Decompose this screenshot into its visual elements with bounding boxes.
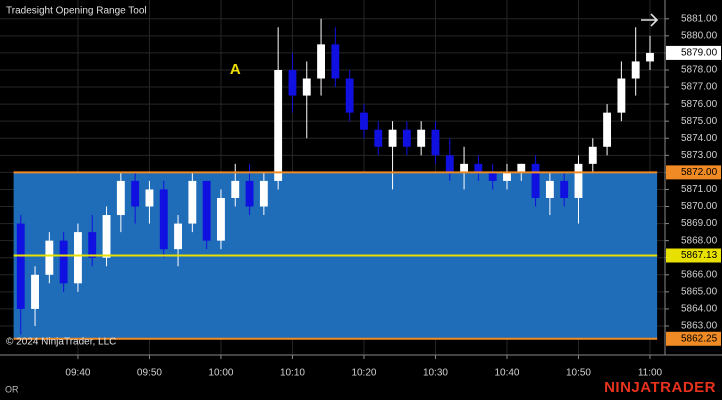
y-tick-label: 5864.00: [681, 304, 718, 315]
candle-body: [159, 189, 168, 250]
candle-body: [631, 61, 640, 79]
candle-body: [560, 180, 569, 198]
y-tick-label: 5866.00: [681, 269, 718, 280]
candle-body: [288, 69, 297, 96]
candle-body: [402, 129, 411, 147]
candle-body: [202, 180, 211, 241]
x-tick-label: 10:20: [351, 368, 376, 379]
annotation: A: [230, 61, 241, 78]
candle-body: [317, 44, 325, 79]
y-tick-label: 5871.00: [681, 184, 718, 195]
candle-body: [617, 78, 626, 113]
candle-body: [503, 172, 511, 181]
candle-body: [88, 232, 97, 258]
candle-body: [574, 163, 583, 198]
scroll-arrow-icon[interactable]: [641, 13, 659, 27]
candle-body: [245, 180, 254, 207]
price-marker-label: 5862.25: [681, 333, 718, 344]
footer-label: OR: [5, 384, 19, 394]
candle-body: [231, 180, 240, 198]
x-tick-label: 09:40: [65, 368, 90, 379]
chart-title: Tradesight Opening Range Tool: [6, 6, 147, 17]
candle-body: [545, 180, 554, 198]
candle-body: [460, 163, 469, 173]
candle-body: [188, 180, 197, 224]
candle-body: [331, 44, 340, 79]
candle-body: [45, 240, 54, 275]
x-tick-label: 10:10: [280, 368, 305, 379]
candle-body: [360, 112, 368, 130]
copyright: © 2024 NinjaTrader, LLC: [6, 337, 116, 348]
brand-logo: NINJATRADER: [604, 379, 716, 396]
candle-body: [74, 232, 82, 284]
y-tick-label: 5873.00: [681, 150, 718, 161]
x-tick-label: 09:50: [137, 368, 162, 379]
candle-body: [217, 197, 225, 241]
x-tick-label: 10:00: [208, 368, 233, 379]
candle-body: [603, 112, 612, 147]
candle-body: [445, 155, 454, 173]
candle-body: [102, 215, 111, 258]
x-tick-label: 11:00: [638, 368, 663, 379]
x-tick-label: 10:50: [566, 368, 591, 379]
candle-body: [259, 180, 268, 207]
y-tick-label: 5863.00: [681, 321, 718, 332]
y-tick-label: 5875.00: [681, 116, 718, 127]
y-tick-label: 5868.00: [681, 235, 718, 246]
y-tick-label: 5880.00: [681, 30, 718, 41]
candle-body: [374, 129, 383, 147]
candle-body: [531, 163, 540, 198]
candle-body: [517, 163, 526, 173]
candle-body: [474, 163, 483, 173]
candle-body: [174, 223, 182, 250]
candle-body: [388, 129, 397, 147]
y-tick-label: 5876.00: [681, 99, 718, 110]
x-tick-label: 10:30: [423, 368, 448, 379]
y-tick-label: 5874.00: [681, 133, 718, 144]
plot: [13, 18, 658, 340]
y-tick-label: 5869.00: [681, 218, 718, 229]
candle-body: [417, 129, 426, 147]
last-price-label: 5879.00: [681, 48, 718, 59]
candle-body: [59, 240, 68, 284]
candle-body: [588, 146, 597, 164]
y-tick-label: 5881.00: [681, 13, 718, 24]
candle-body: [431, 129, 440, 156]
price-marker-box: [666, 248, 721, 263]
candle-body: [16, 223, 25, 309]
price-marker-label: 5872.00: [681, 167, 718, 178]
x-tick-label: 10:40: [494, 368, 519, 379]
candle-body: [116, 180, 125, 216]
candle-body: [131, 180, 140, 207]
y-tick-label: 5865.00: [681, 286, 718, 297]
y-tick-label: 5877.00: [681, 82, 718, 93]
y-tick-label: 5878.00: [681, 65, 718, 76]
candle-body: [302, 78, 311, 96]
price-marker-box: [666, 331, 721, 346]
candle-body: [345, 78, 354, 113]
last-price-box: [666, 45, 721, 60]
candle-body: [274, 69, 283, 181]
candle-body: [145, 189, 154, 207]
y-tick-label: 5870.00: [681, 201, 718, 212]
price-marker-box: [666, 165, 721, 180]
price-marker-label: 5867.13: [681, 250, 718, 261]
candle-body: [488, 172, 497, 181]
candle-body: [31, 274, 39, 309]
candle-body: [646, 52, 654, 62]
